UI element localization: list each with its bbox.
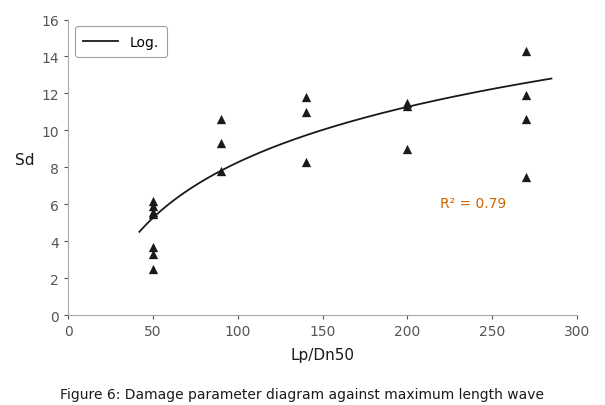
Point [301, 95, 310, 101]
Point [216, 117, 226, 123]
Point [216, 141, 226, 147]
Y-axis label: Sd: Sd [15, 153, 34, 168]
Point [148, 244, 158, 250]
Point [521, 93, 531, 99]
Point [402, 146, 412, 153]
Point [301, 109, 310, 116]
Point [301, 159, 310, 166]
Text: R² = 0.79: R² = 0.79 [439, 196, 506, 210]
X-axis label: Lp/Dn50: Lp/Dn50 [290, 347, 355, 362]
Point [521, 49, 531, 55]
Point [148, 266, 158, 273]
Point [521, 117, 531, 123]
Point [148, 198, 158, 205]
Point [402, 104, 412, 110]
Text: Figure 6: Damage parameter diagram against maximum length wave: Figure 6: Damage parameter diagram again… [60, 387, 544, 401]
Point [402, 100, 412, 107]
Point [148, 209, 158, 215]
Point [148, 203, 158, 210]
Point [216, 168, 226, 175]
Legend: Log.: Log. [75, 28, 167, 58]
Point [148, 211, 158, 217]
Point [148, 252, 158, 258]
Point [521, 174, 531, 180]
